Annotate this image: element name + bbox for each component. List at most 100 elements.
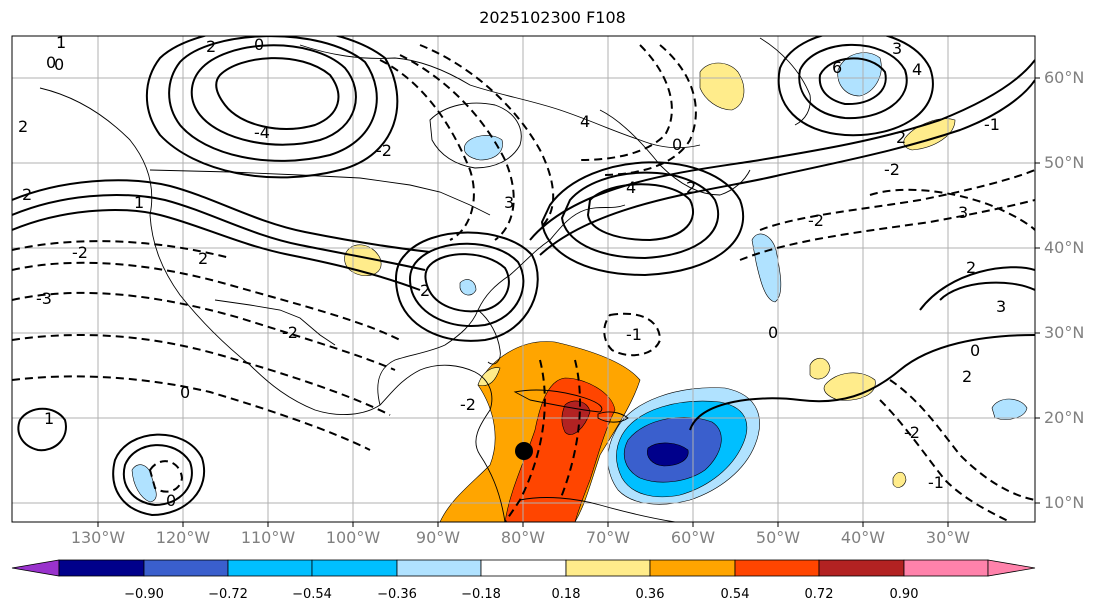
colorbar-tick-label: 0.72 — [804, 587, 834, 602]
patch-small-yellow — [892, 471, 907, 488]
lat-label: 20°N — [1044, 408, 1085, 427]
contour-dashed — [599, 44, 697, 176]
contour-label: 6 — [832, 58, 842, 77]
patch-labrador — [699, 62, 745, 111]
lon-label: 100°W — [325, 528, 381, 547]
lat-label: 40°N — [1044, 238, 1085, 257]
contour-solid — [689, 334, 1035, 431]
contour-label: 2 — [896, 128, 906, 147]
negative-contours — [12, 44, 1035, 522]
colorbar-tick-label: −0.54 — [292, 587, 332, 602]
contour-label: 2 — [966, 258, 976, 277]
colorbar-bin — [480, 559, 567, 577]
colorbar-bin — [143, 559, 229, 577]
lat-label: 50°N — [1044, 153, 1085, 172]
contour-label: 2 — [962, 367, 972, 386]
contour-dashed — [12, 334, 391, 416]
colorbar-bin — [734, 559, 820, 577]
coastlines — [39, 37, 811, 522]
contour-solid — [395, 231, 539, 342]
contour-label: 4 — [626, 178, 636, 197]
contour-label: 3 — [958, 203, 968, 222]
contour-solid — [529, 59, 1035, 241]
lon-label: 30°W — [925, 528, 971, 547]
contour-solid — [215, 57, 340, 130]
coast-cuba — [513, 389, 603, 413]
contour-solid — [168, 36, 378, 162]
contour-label: -2 — [884, 160, 900, 179]
contour-label: -3 — [36, 289, 52, 308]
coast-hispaniola — [597, 411, 629, 423]
contour-solid — [560, 171, 720, 260]
contour-label: 0 — [54, 55, 64, 74]
contour-label: 2 — [22, 185, 32, 204]
contour-solid — [190, 44, 357, 146]
coast-gulf — [379, 364, 506, 522]
contour-label: 2 — [420, 281, 430, 300]
contour-dashed — [148, 460, 184, 493]
contour-solid — [122, 444, 193, 507]
lon-label: 110°W — [240, 528, 296, 547]
us-mexico-border — [214, 299, 336, 346]
patch-subtropic-a — [809, 357, 831, 380]
contour-solid — [12, 209, 421, 291]
contour-label: 0 — [254, 35, 264, 54]
colorbar-bin — [903, 559, 989, 577]
contour-label: 0 — [166, 491, 176, 510]
contour-label: 2 — [198, 249, 208, 268]
coast-hudson-bay — [429, 102, 522, 169]
colorbar-bin — [396, 559, 482, 577]
contour-label: -2 — [808, 211, 824, 230]
contour-dashed — [559, 359, 581, 501]
coast-labrador — [599, 109, 751, 196]
patch-greenland — [837, 52, 882, 97]
contour-label: 0 — [768, 323, 778, 342]
contour-solid — [540, 161, 745, 277]
coast-south-america — [519, 497, 676, 522]
colorbar-tick-label: 0.54 — [720, 587, 750, 602]
colorbar-tick-label: −0.18 — [461, 587, 501, 602]
coast-north-america-west — [39, 87, 626, 415]
contour-label: 3 — [504, 193, 514, 212]
contour-dashed — [379, 59, 475, 241]
positive-contours — [12, 36, 1035, 517]
contour-dashed — [759, 169, 1035, 231]
lon-label: 120°W — [155, 528, 211, 547]
contour-label: -2 — [460, 395, 476, 414]
contour-label: 3 — [996, 297, 1006, 316]
contour-label: -2 — [376, 141, 392, 160]
lon-label: 80°W — [500, 528, 546, 547]
contour-label: 0 — [180, 383, 190, 402]
lon-label: 40°W — [840, 528, 886, 547]
lon-label: 130°W — [70, 528, 126, 547]
contour-label: -2 — [72, 243, 88, 262]
contour-solid — [818, 57, 887, 106]
contour-dashed — [739, 199, 1035, 261]
lat-label: 30°N — [1044, 323, 1085, 342]
contour-label: 0 — [970, 341, 980, 360]
patch-east — [991, 398, 1028, 420]
coast-canada-north — [299, 44, 701, 149]
colorbar-bin — [227, 559, 313, 577]
contour-dashed — [12, 375, 371, 451]
figure-title: 2025102300 F108 — [479, 8, 626, 27]
contour-solid — [798, 43, 908, 120]
contour-label: -2 — [282, 323, 298, 342]
colorbar — [11, 559, 1036, 577]
negative-anomaly-navy — [647, 442, 689, 467]
lon-label: 60°W — [670, 528, 716, 547]
patch-subtropic-b — [823, 372, 876, 401]
lat-label: 60°N — [1044, 68, 1085, 87]
coast-greenland — [759, 37, 811, 126]
contour-label: 3 — [892, 39, 902, 58]
contour-label: 4 — [912, 60, 922, 79]
colorbar-bin — [58, 559, 145, 577]
lon-label: 90°W — [415, 528, 461, 547]
colorbar-tick-label: −0.36 — [377, 587, 417, 602]
contour-labels: 0 2 1 0 2 6 3 4 4 2 4 0 -2 -4 2 -2 3 2 -… — [18, 33, 1006, 510]
contour-dashed — [419, 44, 555, 229]
shading-layer — [131, 52, 1028, 522]
contour-label: -4 — [254, 123, 270, 142]
contour-dashed — [399, 54, 515, 241]
